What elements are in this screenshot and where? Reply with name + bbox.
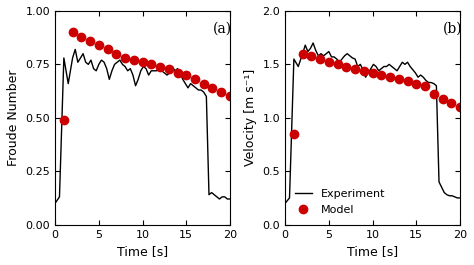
Y-axis label: Velocity [m s⁻¹]: Velocity [m s⁻¹] [244,69,257,166]
Experiment [148,69,154,72]
Model [122,56,128,60]
Model [131,59,137,62]
Model [166,67,172,70]
Experiment [222,195,228,198]
Model [352,67,358,70]
Model [309,54,314,58]
Experiment [133,84,138,87]
Model [431,93,437,96]
Experiment [436,180,442,183]
Model [335,63,340,66]
Model [370,71,375,74]
Model [317,58,323,61]
Experiment [378,67,384,70]
Text: (b): (b) [443,22,462,36]
Experiment [310,41,316,45]
Model [219,91,224,94]
Model [87,39,93,42]
Model [140,61,146,64]
Model [448,101,454,104]
Experiment [52,202,58,205]
Experiment [227,197,233,201]
Model [396,78,401,81]
X-axis label: Time [s]: Time [s] [117,245,168,258]
Line: Model: Model [290,50,464,138]
Y-axis label: Froude Number: Froude Number [7,69,20,166]
Model [201,82,207,85]
Model [227,95,233,98]
Experiment [363,76,368,79]
Line: Experiment: Experiment [285,43,460,203]
Experiment [452,195,457,198]
Experiment [206,193,212,196]
Model [174,71,180,74]
Model [70,31,75,34]
Model [157,65,163,68]
Model [210,86,215,90]
Experiment [457,196,463,200]
Model [361,69,367,72]
Experiment [342,54,347,58]
Experiment [112,63,118,66]
Model [422,84,428,87]
Model [183,73,189,77]
Experiment [283,202,288,205]
Model [413,82,419,85]
Experiment [73,48,78,51]
Model [79,35,84,38]
Model [405,80,410,83]
Model [291,132,297,135]
Model [113,52,119,55]
Model [387,76,393,79]
Model [440,97,446,100]
Model [148,63,154,66]
Model [192,78,198,81]
Legend: Experiment, Model: Experiment, Model [291,185,390,219]
Model [378,73,384,77]
Model [105,48,110,51]
Model [300,52,305,55]
Line: Model: Model [60,28,234,124]
Text: (a): (a) [212,22,232,36]
Model [61,118,67,122]
X-axis label: Time [s]: Time [s] [347,245,398,258]
Experiment [101,61,107,64]
Line: Experiment: Experiment [55,49,230,203]
Model [96,43,101,47]
Model [326,61,332,64]
Model [344,65,349,68]
Experiment [331,55,337,59]
Model [457,105,463,109]
